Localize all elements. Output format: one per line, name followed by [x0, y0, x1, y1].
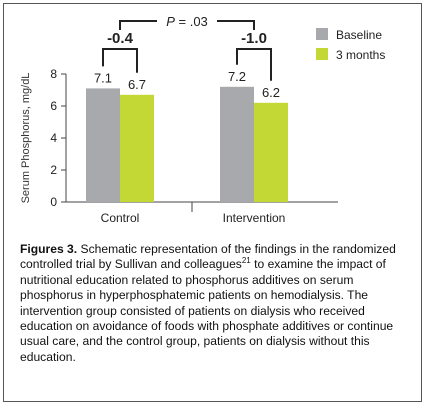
- bar-control-baseline: [86, 88, 120, 202]
- change-label-intervention: -1.0: [241, 30, 267, 47]
- p-value-number: = .03: [175, 14, 208, 29]
- legend-label-baseline: Baseline: [336, 28, 382, 42]
- bar-intervention-baseline: [220, 86, 254, 202]
- data-label-intervention-baseline: 7.2: [228, 69, 246, 84]
- data-label-control-baseline: 7.1: [94, 70, 112, 85]
- figure-frame: 0 2 4 6 8 Serum Phosphorus, mg/dL 7.1 6.7 Contro…: [3, 3, 422, 402]
- caption-text: Schematic representation of the findings…: [20, 242, 396, 272]
- caption-reference: 21: [241, 256, 251, 266]
- y-tick-label-2: 2: [50, 163, 57, 177]
- change-bracket-intervention: [236, 48, 272, 81]
- caption-text-continued: to examine the impact of nutritional edu…: [20, 257, 394, 364]
- figure-caption: Figures 3. Schematic representation of t…: [20, 242, 412, 365]
- y-axis-title: Serum Phosphorus, mg/dL: [20, 73, 32, 204]
- p-value-symbol: P: [166, 14, 175, 29]
- p-value-label: P = .03: [166, 14, 208, 29]
- y-tick-label-4: 4: [50, 131, 57, 145]
- y-tick-label-8: 8: [50, 67, 57, 81]
- change-label-control: -0.4: [107, 30, 134, 47]
- caption-label: Figures 3.: [20, 242, 78, 256]
- legend-label-3-months: 3 months: [336, 48, 385, 62]
- x-category-label-control: Control: [101, 211, 140, 225]
- bar-chart: 0 2 4 6 8 Serum Phosphorus, mg/dL 7.1 6.7 Contro…: [20, 13, 385, 225]
- data-label-control-3-months: 6.7: [128, 77, 146, 92]
- legend-swatch-baseline: [316, 28, 328, 40]
- bar-intervention-3-months: [254, 102, 288, 202]
- bar-control-3-months: [120, 94, 154, 202]
- legend-swatch-3-months: [316, 48, 328, 60]
- data-label-intervention-3-months: 6.2: [262, 85, 280, 100]
- y-tick-label-6: 6: [50, 99, 57, 113]
- p-value-background: [157, 13, 217, 29]
- y-tick-label-0: 0: [50, 195, 57, 209]
- x-category-label-intervention: Intervention: [223, 211, 286, 225]
- change-bracket-control: [102, 48, 138, 73]
